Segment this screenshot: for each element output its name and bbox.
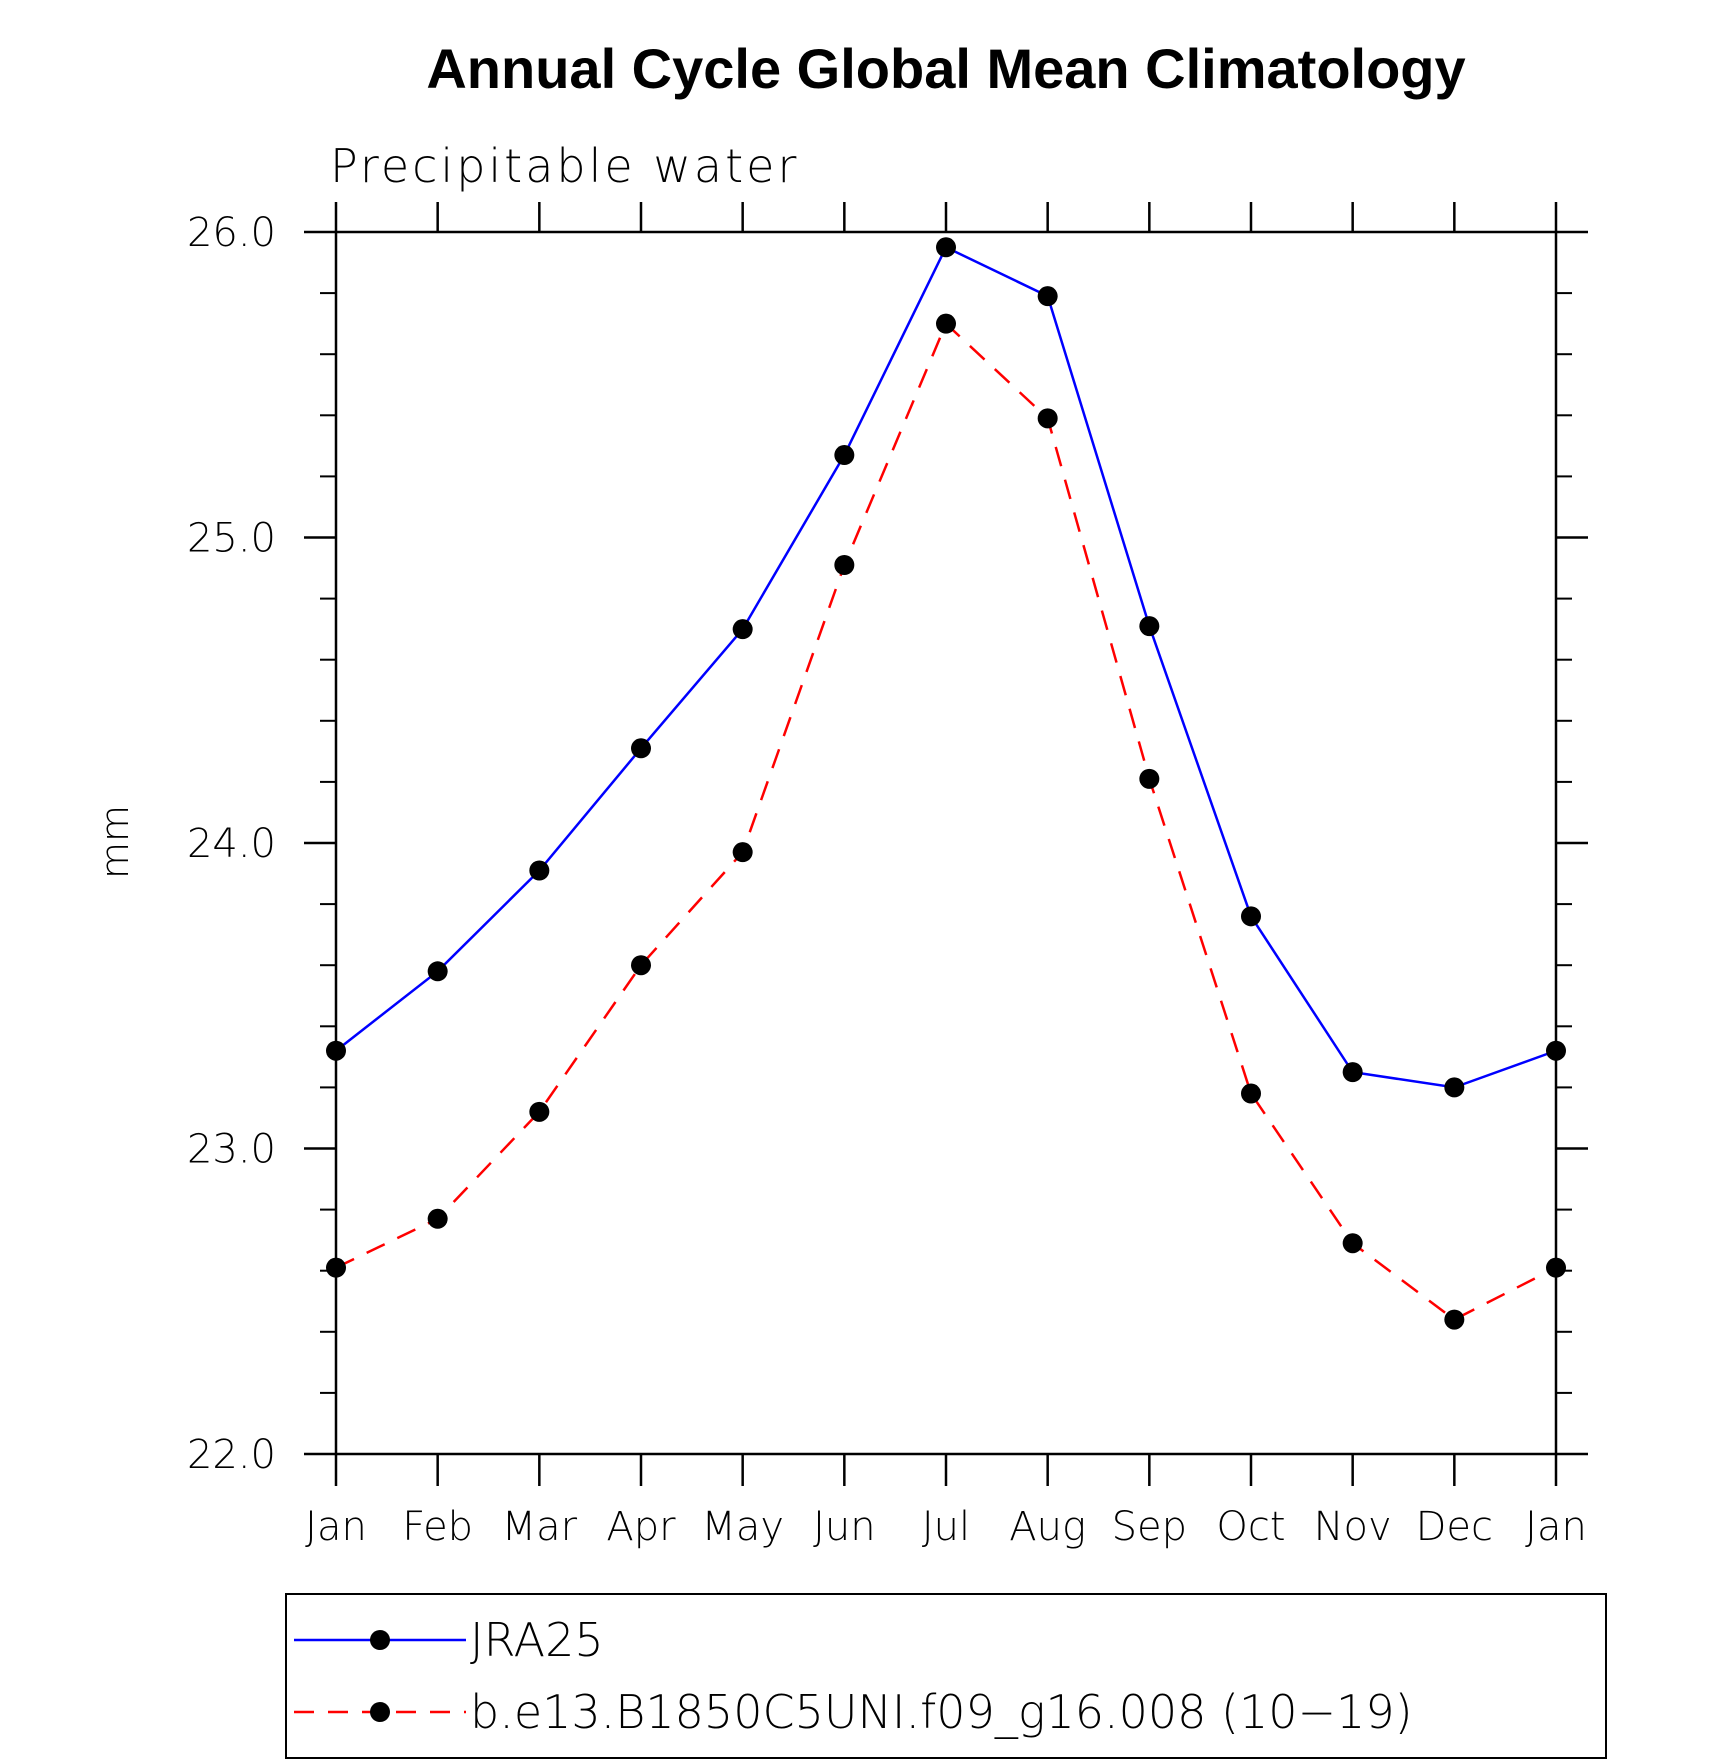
data-point bbox=[529, 860, 550, 881]
x-tick-label: Jun bbox=[813, 1504, 876, 1550]
legend-marker-model bbox=[370, 1702, 390, 1722]
data-point bbox=[1342, 1233, 1363, 1254]
x-tick-label: May bbox=[701, 1504, 784, 1550]
data-point bbox=[631, 738, 651, 759]
x-tick-label: Jan bbox=[1525, 1504, 1587, 1550]
data-point bbox=[1444, 1309, 1465, 1330]
data-point bbox=[1444, 1077, 1465, 1098]
data-point bbox=[936, 237, 956, 258]
data-point bbox=[834, 554, 855, 575]
x-tick-label: Jul bbox=[922, 1504, 970, 1550]
chart-title: Annual Cycle Global Mean Climatology bbox=[426, 37, 1465, 100]
legend-label-model: b.e13.B1850C5UNI.f09_g16.008 (10−19) bbox=[470, 1685, 1413, 1739]
x-tick-label: Nov bbox=[1314, 1504, 1392, 1550]
data-point bbox=[326, 1257, 346, 1278]
legend-label-jra25: JRA25 bbox=[470, 1613, 604, 1667]
data-point bbox=[1342, 1062, 1363, 1083]
series-0 bbox=[326, 237, 1566, 1098]
data-point bbox=[427, 961, 448, 982]
legend-marker-jra25 bbox=[370, 1630, 390, 1650]
data-point bbox=[834, 445, 855, 466]
data-point bbox=[1241, 1083, 1261, 1104]
data-point bbox=[1139, 768, 1160, 789]
y-tick-label: 22.0 bbox=[187, 1432, 276, 1478]
y-axis-label: mm bbox=[93, 805, 137, 879]
y-tick-label: 26.0 bbox=[187, 210, 276, 256]
legend: JRA25 b.e13.B1850C5UNI.f09_g16.008 (10−1… bbox=[285, 1593, 1607, 1759]
data-point bbox=[732, 842, 753, 863]
legend-box bbox=[285, 1593, 1607, 1759]
data-point bbox=[529, 1101, 550, 1122]
data-point bbox=[326, 1040, 346, 1061]
data-point bbox=[936, 313, 956, 334]
x-tick-label: Feb bbox=[402, 1504, 473, 1550]
x-tick-label: Aug bbox=[1009, 1504, 1086, 1550]
data-point bbox=[1241, 906, 1261, 927]
data-point bbox=[1037, 286, 1058, 307]
x-tick-label: Mar bbox=[502, 1504, 578, 1550]
x-tick-label: Dec bbox=[1416, 1504, 1493, 1550]
data-point bbox=[732, 619, 753, 640]
plot-frame bbox=[334, 230, 1558, 1456]
series-line bbox=[335, 321, 1557, 1322]
x-tick-label: Apr bbox=[606, 1504, 676, 1550]
data-point bbox=[631, 955, 651, 976]
data-point bbox=[1139, 616, 1160, 637]
plot-series bbox=[326, 237, 1566, 1330]
axes: 22.0 23.0 24.0 25.0 26.0 Jan Feb Mar Apr May Jun Ju… bbox=[187, 202, 1588, 1550]
data-point bbox=[1546, 1040, 1566, 1061]
y-tick-label: 24.0 bbox=[187, 821, 276, 867]
x-tick-label: Sep bbox=[1112, 1504, 1187, 1550]
data-point bbox=[1037, 408, 1058, 429]
data-point bbox=[427, 1208, 448, 1229]
chart-subtitle: Precipitable water bbox=[330, 139, 799, 193]
data-point bbox=[1546, 1257, 1566, 1278]
y-tick-label: 23.0 bbox=[187, 1127, 276, 1173]
x-tick-label: Oct bbox=[1216, 1504, 1285, 1550]
series-1 bbox=[326, 313, 1566, 1330]
series-line bbox=[335, 245, 1557, 1089]
y-tick-label: 25.0 bbox=[187, 516, 276, 562]
x-tick-label: Jan bbox=[305, 1504, 367, 1550]
